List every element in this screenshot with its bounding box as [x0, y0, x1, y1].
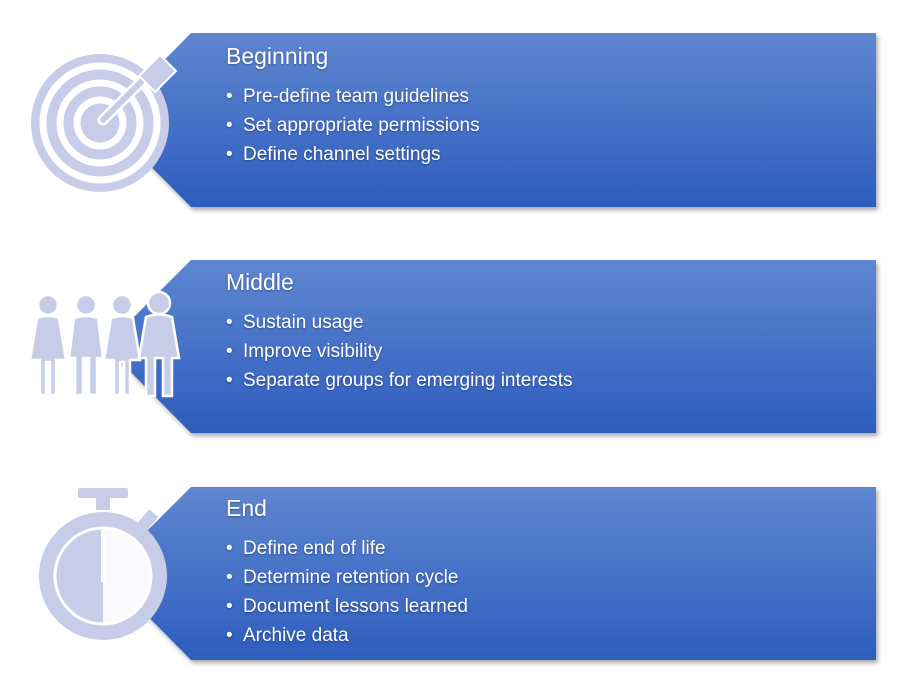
- panel-title: Beginning: [226, 43, 329, 69]
- panel-middle: Middle Sustain usage Improve visibility …: [226, 268, 573, 395]
- target-icon: [31, 53, 178, 192]
- list-item: Define end of life: [226, 534, 468, 563]
- list-item: Pre-define team guidelines: [226, 82, 480, 111]
- panel-title: End: [226, 495, 267, 521]
- bullet-list: Define end of life Determine retention c…: [226, 534, 468, 650]
- list-item: Set appropriate permissions: [226, 111, 480, 140]
- bullet-list: Pre-define team guidelines Set appropria…: [226, 82, 480, 169]
- panel-end: End Define end of life Determine retenti…: [226, 494, 468, 650]
- people-group-icon: [28, 290, 181, 398]
- list-item: Improve visibility: [226, 337, 573, 366]
- list-item: Separate groups for emerging interests: [226, 366, 573, 395]
- list-item: Sustain usage: [226, 308, 573, 337]
- list-item: Define channel settings: [226, 140, 480, 169]
- panel-title: Middle: [226, 269, 294, 295]
- panel-beginning-shape: [105, 33, 876, 207]
- stopwatch-icon: [39, 488, 167, 640]
- list-item: Archive data: [226, 621, 468, 650]
- panel-beginning: Beginning Pre-define team guidelines Set…: [226, 42, 480, 169]
- panel-end-shape: [105, 487, 876, 660]
- list-item: Determine retention cycle: [226, 563, 468, 592]
- list-item: Document lessons learned: [226, 592, 468, 621]
- bullet-list: Sustain usage Improve visibility Separat…: [226, 308, 573, 395]
